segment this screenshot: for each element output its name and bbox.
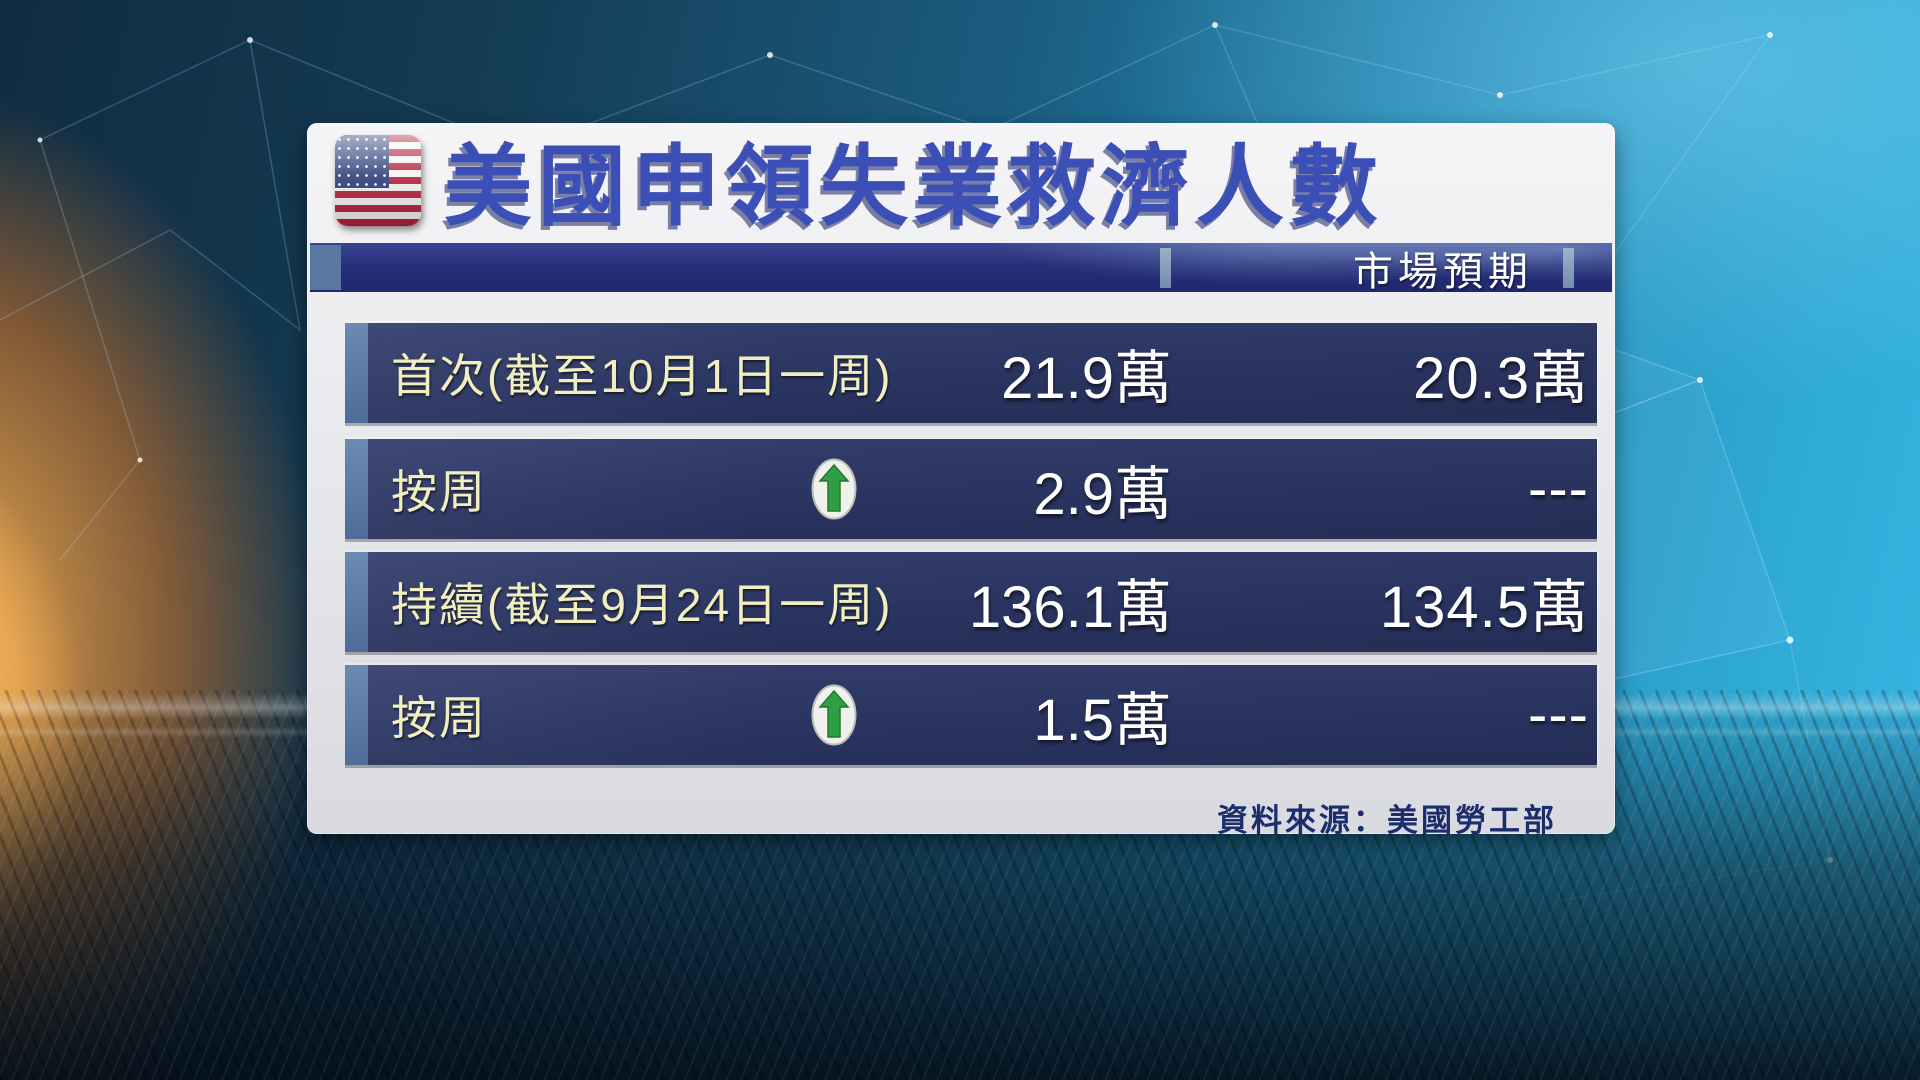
up-arrow-icon — [811, 458, 857, 520]
row-expectation: 20.3萬 — [1413, 346, 1589, 411]
row-expectation: --- — [1528, 456, 1589, 522]
row-label: 按周 — [391, 466, 487, 518]
source-credit: 資料來源：美國勞工部 — [1217, 803, 1557, 838]
row-value: 1.5萬 — [1033, 688, 1172, 753]
column-separator-tick — [1160, 248, 1171, 288]
flag-gloss — [335, 135, 421, 226]
table-row: 按周 2.9萬 --- — [345, 439, 1597, 539]
row-value: 2.9萬 — [1033, 462, 1172, 527]
table-row: 首次(截至10月1日一周) 21.9萬 20.3萬 — [345, 323, 1597, 423]
stats-card: 美國申領失業救濟人數 市場預期 首次(截至10月1日一周) 21.9萬 20.3… — [307, 123, 1615, 838]
row-value: 136.1萬 — [968, 575, 1172, 640]
up-arrow-icon — [811, 684, 857, 746]
row-label: 首次(截至10月1日一周) — [391, 350, 893, 402]
row-accent-bar — [345, 323, 368, 423]
row-accent-bar — [345, 439, 368, 539]
header-corner-block — [310, 245, 341, 290]
row-label: 持續(截至9月24日一周) — [391, 579, 893, 631]
header-strip: 市場預期 — [310, 243, 1612, 294]
market-expectation-label: 市場預期 — [1353, 249, 1533, 294]
row-accent-bar — [345, 665, 368, 765]
page-title: 美國申領失業救濟人數 — [444, 137, 1385, 236]
row-expectation: 134.5萬 — [1379, 575, 1589, 640]
header-end-tick — [1563, 248, 1574, 288]
table-row: 持續(截至9月24日一周) 136.1萬 134.5萬 — [345, 552, 1597, 652]
table-row: 按周 1.5萬 --- — [345, 665, 1597, 765]
row-expectation: --- — [1528, 682, 1589, 748]
row-accent-bar — [345, 552, 368, 652]
row-label: 按周 — [391, 692, 487, 744]
us-flag-icon — [335, 135, 421, 226]
row-value: 21.9萬 — [1001, 346, 1172, 411]
